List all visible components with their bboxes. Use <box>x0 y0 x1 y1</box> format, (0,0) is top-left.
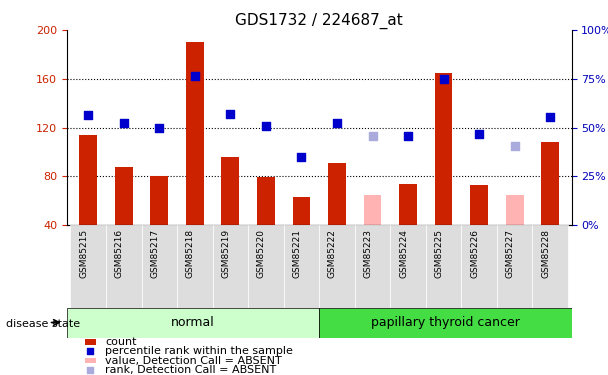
Point <box>85 348 95 354</box>
Bar <box>461 225 497 308</box>
Point <box>83 112 93 118</box>
Bar <box>186 42 204 225</box>
Bar <box>284 225 319 308</box>
Text: count: count <box>105 337 137 347</box>
Title: GDS1732 / 224687_at: GDS1732 / 224687_at <box>235 12 403 28</box>
Bar <box>221 157 239 225</box>
Text: GSM85227: GSM85227 <box>506 229 514 278</box>
Text: GSM85217: GSM85217 <box>150 229 159 278</box>
Point <box>332 120 342 126</box>
Point <box>119 120 129 126</box>
Point <box>85 367 95 373</box>
Point <box>403 133 413 139</box>
Text: percentile rank within the sample: percentile rank within the sample <box>105 346 293 356</box>
Bar <box>257 177 275 225</box>
Text: GSM85225: GSM85225 <box>435 229 444 278</box>
Bar <box>506 195 523 225</box>
Text: GSM85220: GSM85220 <box>257 229 266 278</box>
Bar <box>399 184 417 225</box>
Bar <box>497 225 533 308</box>
Bar <box>426 225 461 308</box>
Text: GSM85224: GSM85224 <box>399 229 408 278</box>
Text: GSM85223: GSM85223 <box>364 229 373 278</box>
Point <box>368 133 378 139</box>
Bar <box>319 225 354 308</box>
Text: papillary thyroid cancer: papillary thyroid cancer <box>371 316 520 329</box>
Bar <box>248 225 284 308</box>
Bar <box>364 195 381 225</box>
Bar <box>354 225 390 308</box>
Point <box>439 76 449 82</box>
Text: GSM85215: GSM85215 <box>79 229 88 278</box>
Bar <box>115 166 133 225</box>
Point <box>154 124 164 130</box>
Bar <box>533 225 568 308</box>
Bar <box>435 73 452 225</box>
Text: GSM85228: GSM85228 <box>541 229 550 278</box>
Text: GSM85221: GSM85221 <box>292 229 302 278</box>
Bar <box>319 308 572 338</box>
Text: normal: normal <box>171 316 215 329</box>
Bar <box>328 163 346 225</box>
Point <box>261 123 271 129</box>
Bar <box>213 225 248 308</box>
Bar <box>541 142 559 225</box>
Bar <box>142 225 177 308</box>
Bar <box>85 358 96 363</box>
Point <box>545 114 555 120</box>
Bar <box>177 225 213 308</box>
Point <box>190 74 199 80</box>
Point <box>297 154 306 160</box>
Text: rank, Detection Call = ABSENT: rank, Detection Call = ABSENT <box>105 365 277 375</box>
Text: GSM85216: GSM85216 <box>115 229 124 278</box>
Text: GSM85226: GSM85226 <box>470 229 479 278</box>
Text: disease state: disease state <box>6 320 80 329</box>
Text: value, Detection Call = ABSENT: value, Detection Call = ABSENT <box>105 356 282 366</box>
Bar <box>150 176 168 225</box>
Bar <box>79 135 97 225</box>
Bar <box>71 225 106 308</box>
Text: GSM85218: GSM85218 <box>186 229 195 278</box>
Bar <box>106 225 142 308</box>
Text: GSM85222: GSM85222 <box>328 229 337 278</box>
Point <box>510 143 519 149</box>
Point <box>226 111 235 117</box>
Bar <box>390 225 426 308</box>
Point <box>474 130 484 136</box>
Bar <box>67 308 319 338</box>
Bar <box>85 339 96 345</box>
Bar <box>292 197 310 225</box>
Bar <box>470 185 488 225</box>
Text: GSM85219: GSM85219 <box>221 229 230 278</box>
